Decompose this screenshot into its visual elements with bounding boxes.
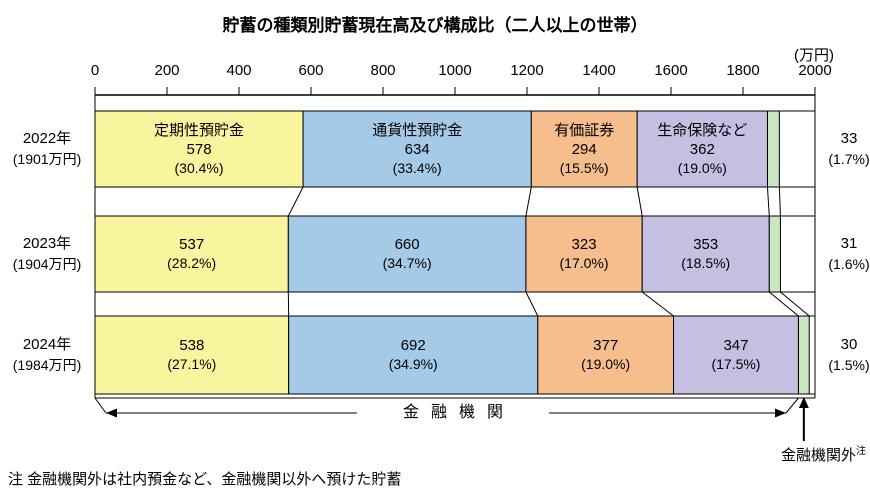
bar-segment (288, 315, 539, 395)
chart-title: 貯蓄の種類別貯蓄現在高及び構成比（二人以上の世帯） (222, 16, 648, 35)
bar-segment (94, 315, 290, 395)
connector-lines (287, 186, 810, 317)
bars (94, 110, 815, 395)
bar-segment (94, 215, 289, 293)
outside-financial-institutions-label: 金融機関外注 (728, 442, 866, 465)
financial-institutions-bracket-label: 金融機関 (357, 403, 549, 423)
bar-segment (525, 215, 643, 293)
bar-segment (673, 315, 799, 395)
axis (94, 87, 816, 96)
bar-segment (768, 215, 781, 293)
bar-segment (94, 110, 304, 188)
outside-pointer-arrow (798, 397, 809, 441)
bar-segment (766, 110, 780, 188)
bar-segment (537, 315, 675, 395)
bar-segment (641, 215, 770, 293)
bar-segment (636, 110, 768, 188)
footnote: 注 金融機関外は社内預金など、金融機関以外へ預けた貯蓄 (8, 471, 402, 488)
outside-label-text: 金融機関外 (780, 447, 856, 464)
axis-unit-label: (万円) (794, 47, 834, 64)
note-marker: 注 (856, 446, 866, 457)
bar-segment (530, 110, 638, 188)
bar-segment (797, 315, 810, 395)
bar-segment (287, 215, 527, 293)
bar-segment (302, 110, 532, 188)
